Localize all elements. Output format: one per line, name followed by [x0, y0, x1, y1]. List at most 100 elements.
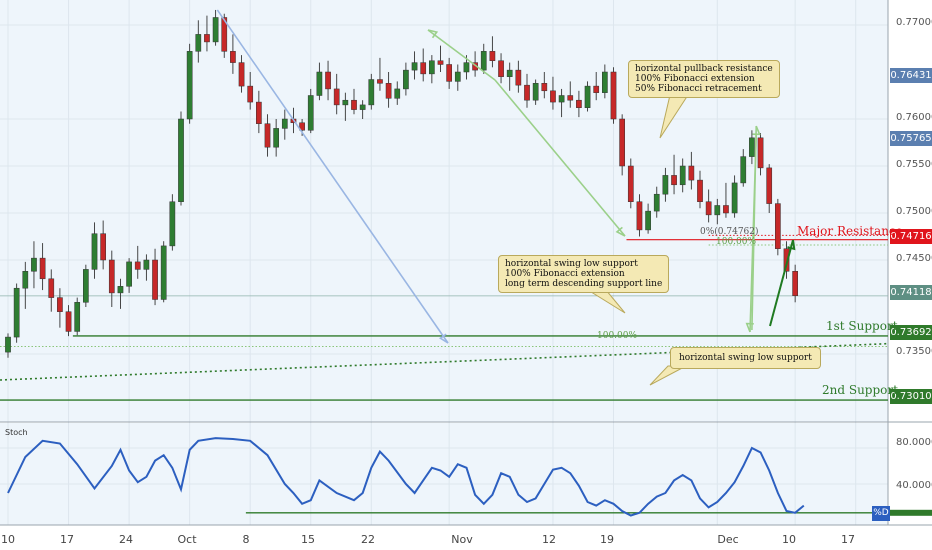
candle-body — [524, 84, 530, 101]
candle-body — [558, 95, 565, 103]
bullish-target-arrow — [769, 239, 794, 327]
candle-body — [602, 71, 608, 93]
candle-body — [429, 60, 435, 75]
candle-body — [463, 62, 470, 73]
annotation-line: horizontal swing low support — [505, 259, 638, 269]
candle-body — [57, 297, 63, 312]
annotation-line: horizontal swing low support — [679, 353, 812, 363]
candle-body — [178, 118, 184, 202]
candle-body — [653, 193, 660, 212]
time-tick-label: Dec — [717, 533, 739, 546]
candle-body — [714, 205, 721, 216]
candle-body — [636, 201, 643, 231]
candle-body — [13, 287, 20, 338]
candle-body — [792, 271, 798, 296]
second-support-label: 2nd Support — [822, 383, 898, 397]
candle-body — [550, 90, 556, 103]
candle-body — [368, 79, 375, 106]
candle-body — [316, 71, 323, 96]
time-tick-label: 12 — [542, 533, 556, 546]
candle-body — [697, 179, 703, 202]
candle-body — [671, 175, 677, 186]
blue-projection-arrow-head — [438, 333, 449, 344]
candle-body — [411, 62, 418, 71]
candle-body — [619, 118, 625, 167]
time-tick-label: 8 — [242, 533, 250, 546]
price-tag-74716: 0.74716 — [890, 229, 932, 244]
oscillator-floor-tag — [890, 509, 932, 516]
stoch-line — [7, 437, 805, 517]
green-swing-arrow-down — [494, 79, 626, 237]
candle-body — [723, 205, 729, 214]
candle-body — [775, 203, 781, 249]
annotation-callout: horizontal swing low support 100% Fibona… — [498, 255, 670, 293]
candle-body — [394, 88, 401, 99]
fib-zero-label: 0%(0.74762) — [700, 227, 759, 237]
fib-100-label: 100.00% — [716, 237, 757, 247]
candle-body — [489, 51, 496, 61]
candle-body — [567, 95, 574, 101]
candle-body — [230, 51, 236, 63]
candle-body — [186, 51, 193, 120]
candle-body — [731, 182, 738, 214]
candle-body — [273, 128, 279, 148]
candle-body — [480, 51, 487, 71]
time-tick-label: 10 — [1, 533, 15, 546]
candle-body — [307, 95, 314, 131]
candle-body — [645, 210, 651, 231]
stoch-label: Stoch — [5, 428, 28, 437]
candle-body — [238, 62, 245, 87]
annotation-callout: horizontal swing low support — [670, 347, 821, 369]
major-resistance-label: Major Resistance — [797, 224, 903, 238]
price-tag-75765: 0.75765 — [890, 131, 932, 146]
candle-body — [662, 175, 669, 195]
candle-body — [195, 34, 202, 52]
candle-body — [212, 17, 219, 43]
candle-body — [333, 88, 340, 106]
price-tag-76431: 0.76431 — [890, 68, 932, 83]
candle-body — [576, 99, 582, 108]
annotation-callout: horizontal pullback resistance 100% Fibo… — [628, 60, 780, 98]
candle-body — [446, 64, 452, 82]
candle-body — [169, 201, 176, 247]
annotation-line: long term descending support line — [505, 279, 663, 289]
candle-body — [783, 248, 790, 272]
bullish-target-arrow-head — [787, 239, 796, 251]
candle-body — [256, 101, 262, 124]
green-swing-arrow-up-head — [427, 29, 439, 39]
annotation-line: 100% Fibonacci extension — [505, 269, 625, 279]
candle-body — [117, 286, 124, 294]
time-tick-label: 22 — [361, 533, 375, 546]
candle-body — [299, 122, 305, 131]
candle-body — [134, 261, 141, 270]
candle-body — [688, 165, 695, 181]
green-projection-arrow-down-head — [745, 322, 754, 333]
candle-body — [766, 167, 773, 204]
candle-body — [532, 83, 539, 101]
candle-body — [541, 83, 548, 92]
candle-body — [281, 118, 288, 129]
candle-body — [126, 261, 132, 287]
price-tag-74118: 0.74118 — [890, 285, 932, 300]
candle-body — [593, 85, 600, 93]
candle-body — [498, 60, 504, 77]
annotation-line: 50% Fibonacci retracement — [635, 84, 762, 94]
candle-body — [584, 85, 591, 108]
candle-body — [221, 17, 228, 52]
candle-body — [152, 259, 158, 300]
candle-body — [5, 336, 11, 353]
fib-100-label: 100.00% — [597, 331, 638, 341]
candle-body — [385, 83, 392, 99]
candle-body — [100, 233, 107, 261]
price-tag-73692: 0.73692 — [890, 325, 932, 340]
candle-body — [91, 233, 98, 270]
time-tick-label: 17 — [60, 533, 74, 546]
candle-body — [506, 69, 513, 77]
candle-body — [351, 99, 357, 110]
